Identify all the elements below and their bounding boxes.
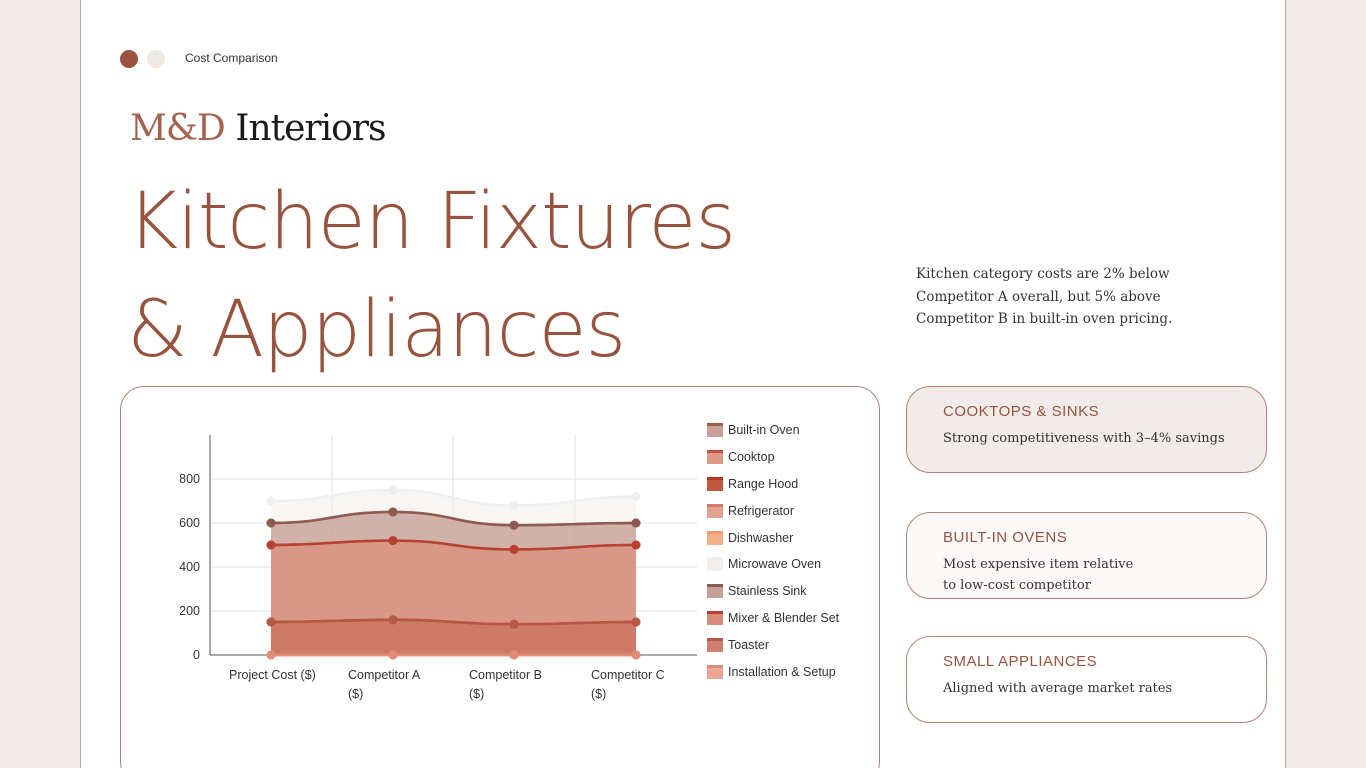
- series-line: [270, 618, 637, 626]
- legend-item[interactable]: Range Hood: [707, 471, 839, 498]
- y-tick-label: 400: [179, 560, 200, 574]
- legend-swatch: [707, 557, 723, 572]
- insight-card-ovens: BUILT-IN OVENS Most expensive item relat…: [906, 512, 1267, 599]
- data-point: [631, 540, 641, 550]
- card-body: Most expensive item relative to low-cost…: [943, 557, 1134, 593]
- legend-label: Stainless Sink: [728, 584, 807, 599]
- legend-item[interactable]: Mixer & Blender Set: [707, 605, 839, 632]
- legend-label: Dishwasher: [728, 530, 794, 545]
- legend-label: Toaster: [728, 637, 769, 652]
- data-point: [266, 650, 276, 660]
- data-point: [266, 496, 276, 506]
- x-tick-label-unit: ($): [591, 687, 606, 701]
- legend-label: Mixer & Blender Set: [728, 610, 840, 625]
- legend-swatch: [707, 476, 723, 491]
- card-body: Aligned with average market rates: [943, 681, 1173, 696]
- card-body: Strong competitiveness with 3–4% savings: [943, 431, 1225, 446]
- page-indicator-dot-active[interactable]: [120, 50, 138, 68]
- page-indicator-dot[interactable]: [147, 50, 165, 68]
- series-line: [270, 539, 637, 551]
- legend-swatch: [707, 530, 723, 545]
- section-label: Cost Comparison: [185, 51, 278, 65]
- area-toaster: [271, 619, 636, 655]
- y-tick-label: 0: [193, 648, 200, 662]
- x-tick-label: Competitor C: [591, 668, 665, 682]
- legend-swatch: [707, 664, 723, 679]
- brand-part1: M&D: [130, 108, 226, 149]
- chart-card: 0 200 400 600 800 Project Cost ($) Competitor …: [120, 386, 880, 768]
- data-point: [509, 520, 519, 530]
- x-tick-label: Competitor A: [348, 668, 421, 682]
- legend-item[interactable]: Installation & Setup: [707, 658, 839, 685]
- legend-swatch: [707, 423, 723, 438]
- legend-item[interactable]: Stainless Sink: [707, 578, 839, 605]
- chart-legend: Built-in Oven Cooktop Range Hood Refrigerat…: [707, 417, 839, 685]
- legend-swatch: [707, 637, 723, 652]
- area-chart: 0 200 400 600 800 Project Cost ($) Competitor …: [179, 435, 697, 701]
- legend-label: Installation & Setup: [728, 664, 836, 679]
- series-line: [270, 488, 637, 507]
- data-point: [631, 650, 641, 660]
- legend-item[interactable]: Cooktop: [707, 444, 839, 471]
- slide: Cost Comparison M&D Interiors Kitchen Fi…: [80, 0, 1286, 768]
- data-point: [266, 540, 276, 550]
- series-line: [270, 510, 637, 527]
- summary-text: Kitchen category costs are 2% below Comp…: [916, 266, 1173, 327]
- data-point: [631, 492, 641, 502]
- legend-label: Cooktop: [728, 450, 775, 465]
- card-title: BUILT-IN OVENS: [943, 529, 1068, 546]
- data-point: [631, 617, 641, 627]
- brand-logo: M&D Interiors: [130, 108, 387, 149]
- legend-label: Built-in Oven: [728, 423, 800, 438]
- legend-item[interactable]: Dishwasher: [707, 524, 839, 551]
- data-point: [388, 536, 398, 546]
- card-title: SMALL APPLIANCES: [943, 653, 1098, 670]
- card-title: COOKTOPS & SINKS: [943, 403, 1100, 420]
- data-point: [631, 518, 641, 528]
- legend-label: Refrigerator: [728, 503, 794, 518]
- data-point: [509, 650, 519, 660]
- insight-card-small-appliances: SMALL APPLIANCES Aligned with average ma…: [906, 636, 1267, 723]
- legend-item[interactable]: Refrigerator: [707, 497, 839, 524]
- data-point: [388, 650, 398, 660]
- legend-swatch: [707, 584, 723, 599]
- legend-label: Microwave Oven: [728, 557, 822, 572]
- data-point: [388, 615, 398, 625]
- x-tick-label: Competitor B: [469, 668, 542, 682]
- x-tick-label: Project Cost ($): [229, 668, 316, 682]
- data-point: [509, 619, 519, 629]
- brand-part2: Interiors: [235, 108, 386, 149]
- y-tick-label: 200: [179, 604, 200, 618]
- data-point: [388, 485, 398, 495]
- data-point: [509, 500, 519, 510]
- legend-item[interactable]: Built-in Oven: [707, 417, 839, 444]
- title-line2: & Appliances: [127, 285, 626, 375]
- data-point: [509, 544, 519, 554]
- y-tick-label: 600: [179, 516, 200, 530]
- legend-swatch: [707, 503, 723, 518]
- data-point: [266, 617, 276, 627]
- legend-item[interactable]: Microwave Oven: [707, 551, 839, 578]
- legend-item[interactable]: Toaster: [707, 631, 839, 658]
- x-tick-label-unit: ($): [469, 687, 484, 701]
- data-point: [266, 518, 276, 528]
- data-point: [388, 507, 398, 517]
- legend-label: Range Hood: [728, 476, 799, 491]
- y-tick-label: 800: [179, 472, 200, 486]
- title-line1: Kitchen Fixtures: [127, 177, 736, 267]
- x-tick-label-unit: ($): [348, 687, 363, 701]
- legend-swatch: [707, 450, 723, 465]
- page-title: Kitchen Fixtures & Appliances: [127, 168, 736, 384]
- legend-swatch: [707, 610, 723, 625]
- insight-card-cooktops: COOKTOPS & SINKS Strong competitiveness …: [906, 386, 1267, 473]
